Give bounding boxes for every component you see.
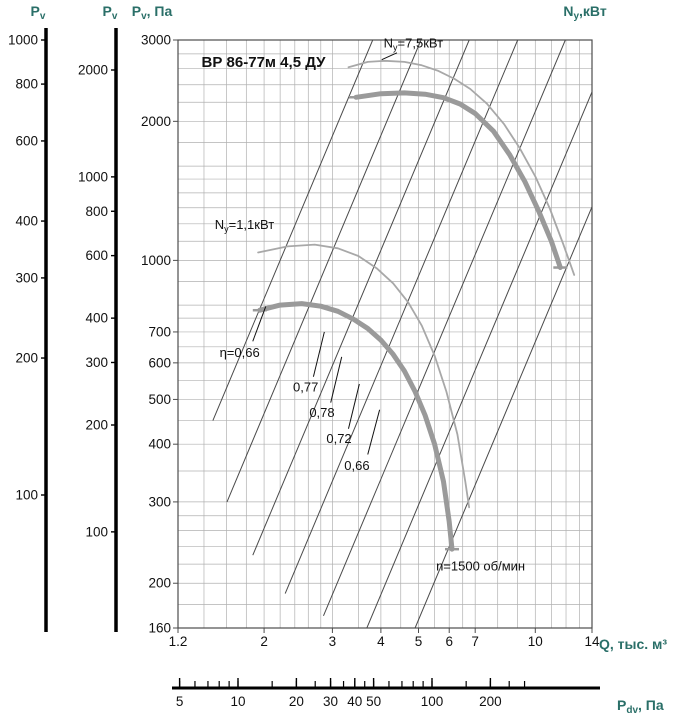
power-label-1-1kw: Nу=1,1кВт bbox=[215, 217, 274, 234]
pdv-tick-label: 20 bbox=[289, 694, 304, 709]
flow-axis-title: Q, тыс. м³ bbox=[599, 636, 667, 652]
aux-tick-label: 400 bbox=[15, 214, 38, 229]
x-tick-label: 2 bbox=[260, 634, 268, 649]
y-tick-label: 1000 bbox=[141, 253, 171, 268]
power-axis-title: Nу,кВт bbox=[563, 3, 607, 22]
similarity-line bbox=[212, 40, 374, 421]
y-tick-label: 160 bbox=[148, 621, 171, 636]
x-axis: 1.2 2 3 4 5 6 7 10 14 bbox=[169, 628, 600, 649]
power-label-7-5kw: Nу=7,5кВт bbox=[384, 35, 443, 52]
aux-pressure-axis-2: 2000 1000 800 600 400 300 200 100 bbox=[78, 28, 118, 632]
efficiency-label-066b: 0,66 bbox=[344, 458, 369, 473]
pdv-tick-label: 30 bbox=[323, 694, 338, 709]
efficiency-label-072: 0,72 bbox=[326, 431, 351, 446]
y-tick-label: 500 bbox=[148, 392, 171, 407]
x-tick-label: 6 bbox=[445, 634, 453, 649]
pdv-tick-label: 200 bbox=[479, 694, 502, 709]
leader-line bbox=[381, 52, 398, 61]
similarity-line bbox=[252, 40, 470, 556]
y-tick-label: 600 bbox=[148, 355, 171, 370]
leader-line bbox=[252, 306, 267, 342]
aux-tick-label: 2000 bbox=[78, 63, 108, 78]
leader-line bbox=[312, 331, 325, 377]
similarity-line bbox=[226, 40, 422, 503]
aux-tick-label: 300 bbox=[15, 270, 38, 285]
aux-tick-label: 800 bbox=[15, 77, 38, 92]
efficiency-label-077: 0,77 bbox=[293, 380, 318, 395]
x-tick-label: 7 bbox=[471, 634, 479, 649]
y-tick-label: 700 bbox=[148, 324, 171, 339]
upper-fan-curve-working bbox=[353, 90, 563, 270]
similarity-line bbox=[366, 91, 592, 628]
x-tick-label: 1.2 bbox=[169, 634, 188, 649]
aux-tick-label: 1000 bbox=[78, 169, 108, 184]
aux-tick-label: 1000 bbox=[8, 33, 38, 48]
aux-tick-label: 400 bbox=[85, 311, 108, 326]
x-tick-label: 10 bbox=[528, 634, 543, 649]
grid bbox=[178, 40, 592, 628]
leader-line bbox=[330, 356, 343, 403]
aux1-axis-title: Pv bbox=[31, 3, 46, 22]
annotation-leaders bbox=[252, 52, 398, 455]
aux-tick-label: 300 bbox=[85, 355, 108, 370]
aux-tick-label: 200 bbox=[15, 351, 38, 366]
efficiency-label-066a: η=0,66 bbox=[220, 345, 260, 360]
fan-curves bbox=[252, 59, 576, 552]
aux-tick-label: 800 bbox=[85, 204, 108, 219]
similarity-lines bbox=[212, 40, 592, 628]
aux-tick-label: 200 bbox=[85, 418, 108, 433]
y-axis: 3000 2000 1000 700 600 500 400 300 200 160 bbox=[141, 33, 178, 636]
pdv-tick-label: 100 bbox=[421, 694, 444, 709]
similarity-line bbox=[414, 206, 592, 628]
pdv-tick-label: 50 bbox=[366, 694, 381, 709]
plot-frame bbox=[177, 39, 593, 629]
aux-tick-label: 600 bbox=[15, 133, 38, 148]
aux-tick-label: 100 bbox=[15, 488, 38, 503]
pressure-axis-title: Pv, Па bbox=[132, 3, 173, 22]
aux-tick-label: 100 bbox=[85, 524, 108, 539]
y-tick-label: 2000 bbox=[141, 114, 171, 129]
leader-line bbox=[367, 409, 381, 455]
y-tick-label: 400 bbox=[148, 437, 171, 452]
lower-fan-curve-envelope bbox=[257, 243, 470, 509]
pdv-tick-label: 40 bbox=[347, 694, 362, 709]
pdv-tick-label: 10 bbox=[230, 694, 245, 709]
aux-pressure-axis-1: 1000 800 600 400 300 200 100 bbox=[8, 28, 48, 632]
upper-fan-curve-envelope bbox=[347, 59, 576, 276]
similarity-line bbox=[284, 40, 519, 594]
dynamic-pressure-axis-title: Pdv, Па bbox=[617, 697, 664, 716]
pdv-tick-label: 5 bbox=[176, 694, 184, 709]
efficiency-label-078: 0,78 bbox=[309, 405, 334, 420]
y-tick-label: 200 bbox=[148, 576, 171, 591]
lower-fan-curve-working bbox=[257, 301, 455, 552]
chart-title: ВР 86-77м 4,5 ДУ bbox=[202, 54, 327, 71]
x-tick-label: 3 bbox=[329, 634, 337, 649]
x-tick-label: 4 bbox=[377, 634, 385, 649]
x-tick-label: 14 bbox=[584, 634, 600, 649]
x-tick-label: 5 bbox=[415, 634, 423, 649]
y-tick-label: 3000 bbox=[141, 33, 171, 48]
aux-tick-label: 600 bbox=[85, 248, 108, 263]
dynamic-pressure-axis: 5 10 20 30 40 50 100 200 bbox=[172, 678, 600, 709]
y-tick-label: 300 bbox=[148, 494, 171, 509]
similarity-line bbox=[323, 40, 566, 617]
leader-line bbox=[347, 383, 360, 429]
speed-label: n=1500 об/мин bbox=[436, 559, 525, 574]
aux2-axis-title: Pv bbox=[103, 3, 118, 22]
